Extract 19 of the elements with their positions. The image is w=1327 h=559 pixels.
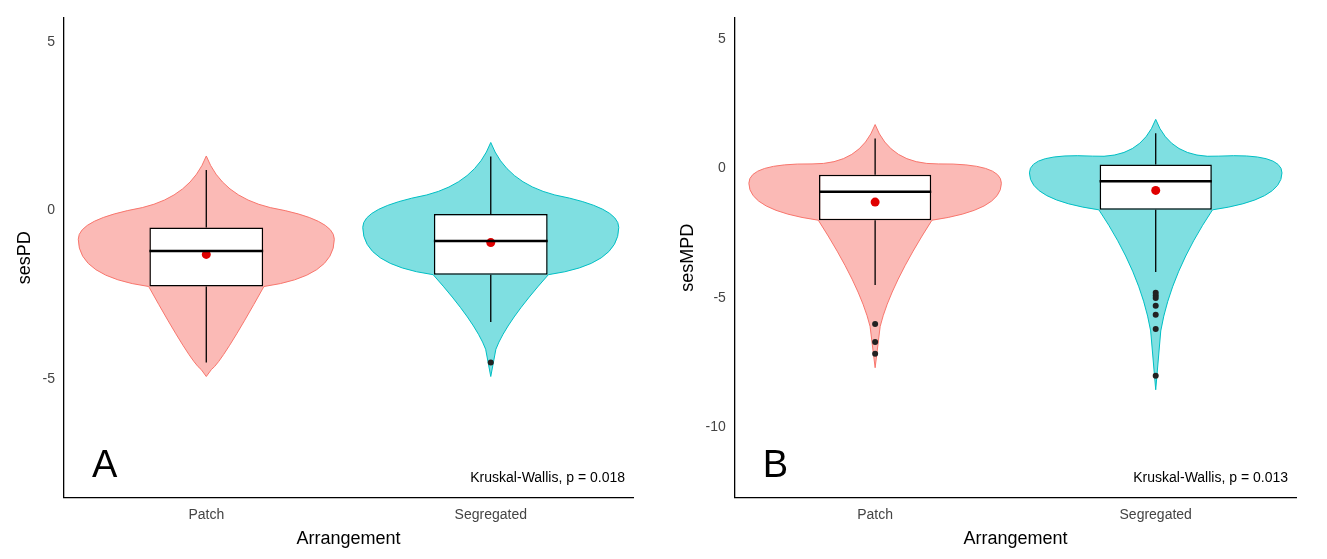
y-tick-label: 0 xyxy=(718,159,727,176)
annotation: B xyxy=(762,443,789,486)
x-axis-title: Arrangement xyxy=(963,528,1068,549)
x-tick-label: Segregated xyxy=(1119,505,1192,522)
annotation: Kruskal-Wallis, p = 0.013 xyxy=(1133,469,1289,486)
y-tick-label: 5 xyxy=(718,29,727,46)
x-axis-title: Arrangement xyxy=(296,528,401,549)
y-tick-label: -5 xyxy=(713,288,727,305)
x-tick-label: Segregated xyxy=(454,505,527,522)
x-tick-label: Patch xyxy=(857,505,894,522)
y-tick-label: -10 xyxy=(705,418,727,435)
y-tick-label: 5 xyxy=(47,32,56,49)
y-axis-title: sesMPD xyxy=(676,223,697,292)
annotation: A xyxy=(92,443,119,486)
y-axis-title: sesPD xyxy=(13,231,34,285)
y-tick-label: -5 xyxy=(42,370,56,387)
x-tick-label: Patch xyxy=(188,505,225,522)
annotation: Kruskal-Wallis, p = 0.018 xyxy=(470,469,626,486)
y-tick-label: 0 xyxy=(47,201,56,218)
